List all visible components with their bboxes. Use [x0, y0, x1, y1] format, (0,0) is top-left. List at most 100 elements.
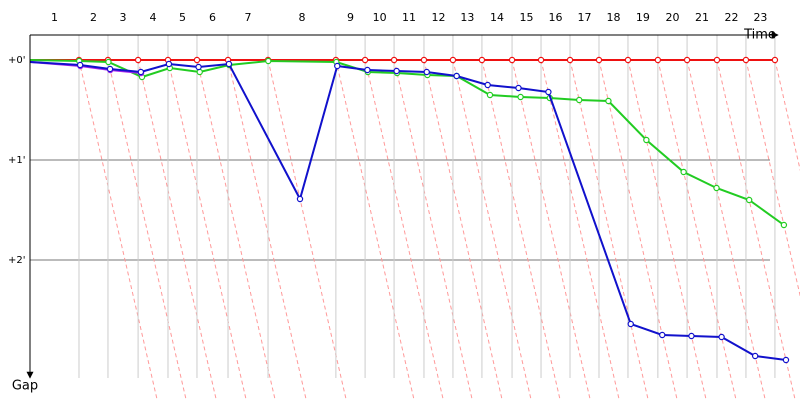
data-point [486, 91, 494, 99]
data-point [296, 195, 304, 203]
plot [29, 56, 790, 364]
lap-time-line [745, 59, 800, 298]
data-point [193, 56, 201, 64]
data-point [782, 356, 790, 364]
data-point [605, 97, 612, 105]
data-point [780, 221, 788, 229]
data-point [508, 56, 516, 64]
y-tick-label: +2' [8, 255, 26, 266]
data-point [390, 56, 398, 64]
series-line [30, 61, 787, 361]
data-point [713, 184, 720, 192]
data-point [105, 58, 112, 66]
data-point [537, 56, 545, 64]
data-point [225, 60, 233, 68]
data-point [165, 60, 173, 68]
lap-time-line [686, 59, 766, 400]
lap-time-line [364, 59, 444, 400]
data-point [680, 168, 687, 176]
lap-label: 6 [209, 11, 216, 24]
lap-time-line [107, 59, 187, 400]
data-point [393, 67, 400, 75]
lap-label: 21 [695, 11, 709, 24]
lap-time-line [393, 59, 473, 400]
lap-label: 10 [373, 11, 387, 24]
data-point [713, 56, 721, 64]
data-point [745, 196, 753, 204]
lap-label: 15 [520, 11, 534, 24]
lap-label: 4 [150, 11, 157, 24]
lap-label: 18 [606, 11, 620, 24]
lap-time-line [569, 59, 649, 400]
data-point [484, 81, 491, 89]
grid [30, 35, 800, 400]
lap-label: 8 [298, 11, 305, 24]
lap-time-line [78, 59, 158, 400]
lap-time-line [167, 59, 247, 400]
lap-label: 23 [753, 11, 767, 24]
data-point [515, 84, 522, 92]
lap-label: 19 [636, 11, 650, 24]
lap-label: 11 [402, 11, 416, 24]
data-point [659, 331, 666, 339]
data-point [196, 68, 203, 76]
y-tick-label: +0' [8, 55, 26, 66]
data-point [576, 96, 583, 104]
data-point [517, 93, 524, 101]
data-point [364, 66, 371, 74]
lap-time-line [137, 59, 217, 400]
data-point [478, 56, 486, 64]
lap-time-line [627, 59, 707, 400]
lap-label: 16 [549, 11, 563, 24]
lap-time-line [196, 59, 276, 400]
data-point [654, 56, 662, 64]
lap-label: 7 [245, 11, 252, 24]
lap-label: 12 [431, 11, 445, 24]
lap-time-line [335, 59, 415, 400]
lap-label: 5 [179, 11, 186, 24]
data-point [683, 56, 691, 64]
data-point [718, 333, 725, 341]
data-point [449, 56, 457, 64]
data-point [334, 62, 341, 70]
x-axis-label: Time [743, 28, 776, 43]
lap-label: 14 [490, 11, 504, 24]
lap-time-line [540, 59, 620, 400]
data-point [195, 63, 202, 71]
data-point [137, 68, 145, 76]
lap-label: 13 [460, 11, 474, 24]
data-point [688, 332, 695, 340]
lap-time-line [598, 59, 678, 400]
lap-label: 22 [724, 11, 738, 24]
y-tick-label: +1' [8, 155, 26, 166]
lap-time-line [481, 59, 561, 400]
lap-label: 9 [347, 11, 354, 24]
data-point [423, 68, 430, 76]
data-point [420, 56, 428, 64]
data-point [76, 61, 84, 69]
data-point [624, 56, 632, 64]
lap-time-line [774, 59, 800, 172]
lap-time-line [267, 59, 347, 400]
data-point [265, 57, 272, 65]
data-point [643, 136, 650, 144]
data-point [134, 56, 142, 64]
data-point [742, 56, 750, 64]
lap-label: 1 [51, 11, 58, 24]
lap-label: 20 [665, 11, 679, 24]
series-line [29, 59, 785, 226]
lap-time-line [452, 59, 532, 400]
y-axis-label: Gap [12, 379, 38, 394]
lap-time-line [511, 59, 591, 400]
data-point [453, 72, 460, 80]
lap-label: 2 [90, 11, 97, 24]
lap-time-line [423, 59, 503, 400]
data-point [595, 56, 603, 64]
lap-label: 17 [578, 11, 592, 24]
lap-time-line [657, 59, 737, 400]
data-point [751, 352, 759, 360]
lap-time-line [716, 59, 796, 400]
data-point [545, 88, 552, 96]
data-point [361, 56, 369, 64]
